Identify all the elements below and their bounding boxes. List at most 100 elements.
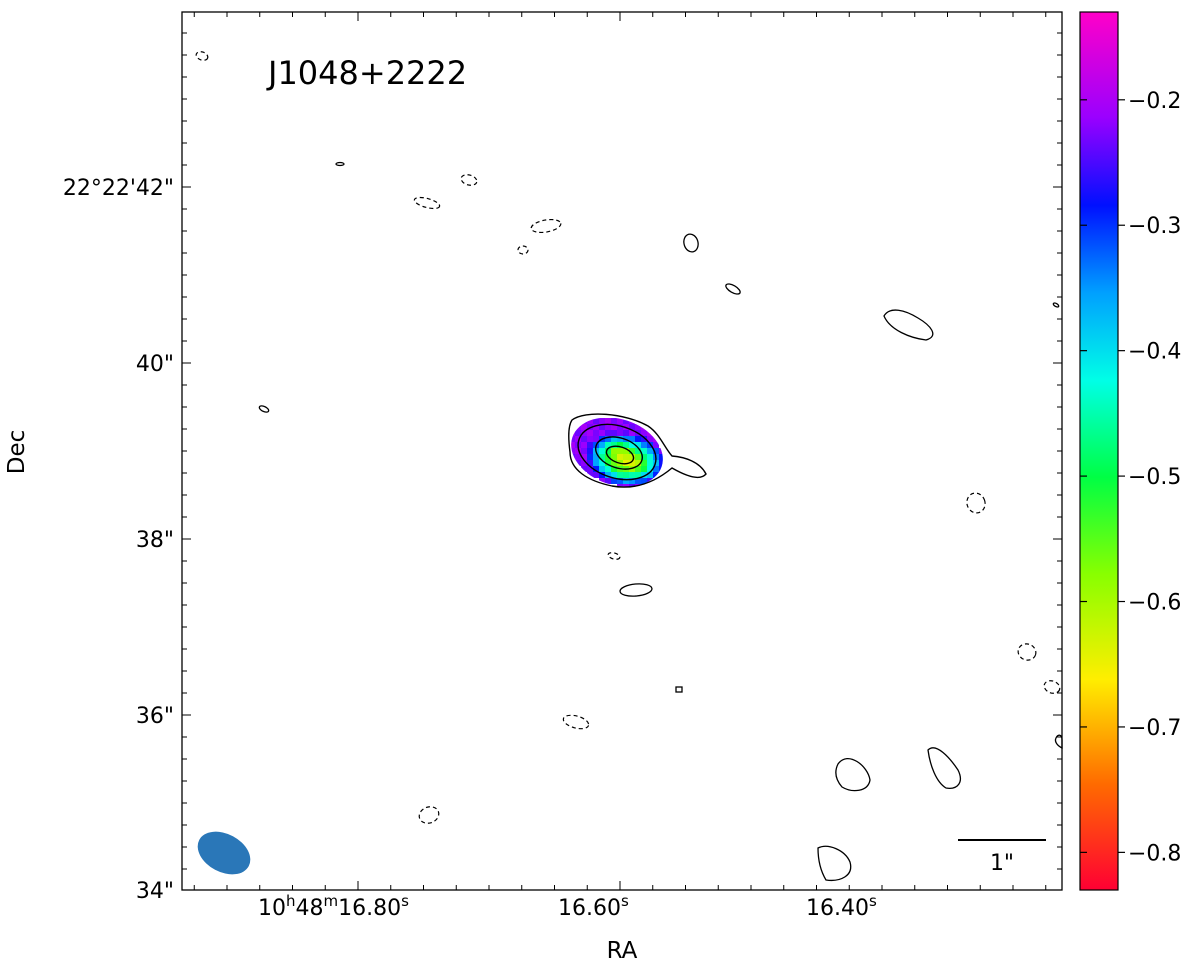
spectral-index-pixel xyxy=(635,436,641,442)
spectral-index-pixel xyxy=(623,418,629,424)
spectral-index-pixel xyxy=(599,472,605,478)
spectral-index-pixel xyxy=(599,418,605,424)
spectral-index-pixel xyxy=(575,436,581,442)
spectral-index-pixel xyxy=(623,448,629,454)
spectral-index-pixel xyxy=(629,424,635,430)
y-tick-label: 38" xyxy=(136,528,174,553)
spectral-index-pixel xyxy=(611,436,617,442)
spectral-index-pixel xyxy=(575,460,581,466)
outer-contour xyxy=(567,413,707,488)
spectral-index-pixel xyxy=(611,430,617,436)
spectral-index-pixel xyxy=(569,448,575,454)
x-tick-labels: 10h48m16.80s 16.60s 16.40s xyxy=(258,892,877,921)
spectral-index-pixel xyxy=(659,448,665,454)
y-tick-labels: 22°22'42" 40" 38" 36" 34" xyxy=(63,176,174,904)
spectral-index-pixel xyxy=(635,448,641,454)
spectral-index-pixel xyxy=(587,472,593,478)
colorbar-tick-label: −0.6 xyxy=(1128,591,1181,616)
spectral-index-pixel xyxy=(593,430,599,436)
spectral-index-pixel xyxy=(611,466,617,472)
spectral-index-pixel xyxy=(653,466,659,472)
spectral-index-pixel xyxy=(623,472,629,478)
x-tick-label-2: 16.60s xyxy=(558,892,629,921)
spectral-index-pixel xyxy=(599,478,605,484)
spectral-index-pixel xyxy=(635,454,641,460)
y-tick-label: 40" xyxy=(136,352,174,377)
spectral-index-pixel xyxy=(629,436,635,442)
spectral-index-pixel xyxy=(581,454,587,460)
spectral-index-pixel xyxy=(593,454,599,460)
y-tick-label: 36" xyxy=(136,704,174,729)
spectral-index-pixel xyxy=(659,460,665,466)
spectral-index-pixel xyxy=(599,448,605,454)
spectral-index-pixel xyxy=(599,424,605,430)
spectral-index-pixel xyxy=(617,442,623,448)
spectral-index-pixel xyxy=(647,430,653,436)
spectral-index-pixel xyxy=(647,436,653,442)
spectral-index-pixel xyxy=(605,472,611,478)
spectral-index-pixel xyxy=(575,454,581,460)
colorbar-tick-label: −0.5 xyxy=(1128,465,1181,490)
spectral-index-pixel xyxy=(623,478,629,484)
spectral-index-pixel xyxy=(641,454,647,460)
beam-ellipse xyxy=(197,831,251,875)
colorbar-tick-label: −0.2 xyxy=(1128,89,1181,114)
spectral-index-pixel xyxy=(581,442,587,448)
spectral-index-pixel xyxy=(587,418,593,424)
spectral-index-pixel xyxy=(587,436,593,442)
spectral-index-pixel xyxy=(611,424,617,430)
spectral-index-pixel xyxy=(647,472,653,478)
spectral-index-pixel xyxy=(647,442,653,448)
spectral-index-pixel xyxy=(605,436,611,442)
spectral-index-pixel xyxy=(605,466,611,472)
chart-title: J1048+2222 xyxy=(266,54,467,92)
spectral-index-pixel xyxy=(617,454,623,460)
spectral-index-pixel xyxy=(581,430,587,436)
spectral-index-pixel xyxy=(617,424,623,430)
spectral-index-pixel xyxy=(611,448,617,454)
spectral-index-pixel xyxy=(605,430,611,436)
spectral-index-pixel xyxy=(659,454,665,460)
colorbar-tick-label: −0.4 xyxy=(1128,340,1181,365)
spectral-index-pixel xyxy=(653,448,659,454)
noise-contours-positive xyxy=(258,161,1063,882)
spectral-index-pixel xyxy=(653,442,659,448)
spectral-index-pixel xyxy=(611,460,617,466)
spectral-index-pixel xyxy=(581,418,587,424)
spectral-index-pixel xyxy=(593,418,599,424)
spectral-index-pixel xyxy=(635,478,641,484)
spectral-index-pixel xyxy=(599,442,605,448)
spectral-index-pixel xyxy=(617,418,623,424)
spectral-index-pixel xyxy=(605,418,611,424)
spectral-index-pixel xyxy=(569,436,575,442)
spectral-index-pixel xyxy=(635,460,641,466)
colorbar-ticks: −0.2 −0.3 −0.4 −0.5 −0.6 −0.7 −0.8 xyxy=(1080,89,1181,866)
spectral-index-pixel xyxy=(647,460,653,466)
spectral-index-pixel xyxy=(611,442,617,448)
source-contours xyxy=(567,413,707,488)
spectral-index-pixel xyxy=(599,460,605,466)
spectral-index-pixel xyxy=(581,424,587,430)
spectral-index-pixel xyxy=(629,448,635,454)
spectral-index-pixel xyxy=(629,454,635,460)
spectral-index-pixel xyxy=(617,478,623,484)
spectral-index-pixel xyxy=(605,448,611,454)
y-tick-label: 22°22'42" xyxy=(63,176,174,201)
spectral-index-pixel xyxy=(641,460,647,466)
colorbar xyxy=(1079,11,1119,891)
spectral-index-pixel xyxy=(593,436,599,442)
spectral-index-pixel xyxy=(641,442,647,448)
spectral-index-pixel xyxy=(575,430,581,436)
spectral-index-pixel xyxy=(653,472,659,478)
spectral-index-pixel xyxy=(599,454,605,460)
y-axis-label: Dec xyxy=(4,430,30,475)
spectral-index-pixel xyxy=(641,448,647,454)
spectral-index-pixel xyxy=(623,442,629,448)
spectral-index-pixel xyxy=(629,478,635,484)
spectral-index-pixel xyxy=(575,448,581,454)
inner-contour-1 xyxy=(595,436,643,470)
spectral-index-pixel xyxy=(581,448,587,454)
inner-contour-2 xyxy=(605,445,635,465)
spectral-index-pixel xyxy=(641,472,647,478)
